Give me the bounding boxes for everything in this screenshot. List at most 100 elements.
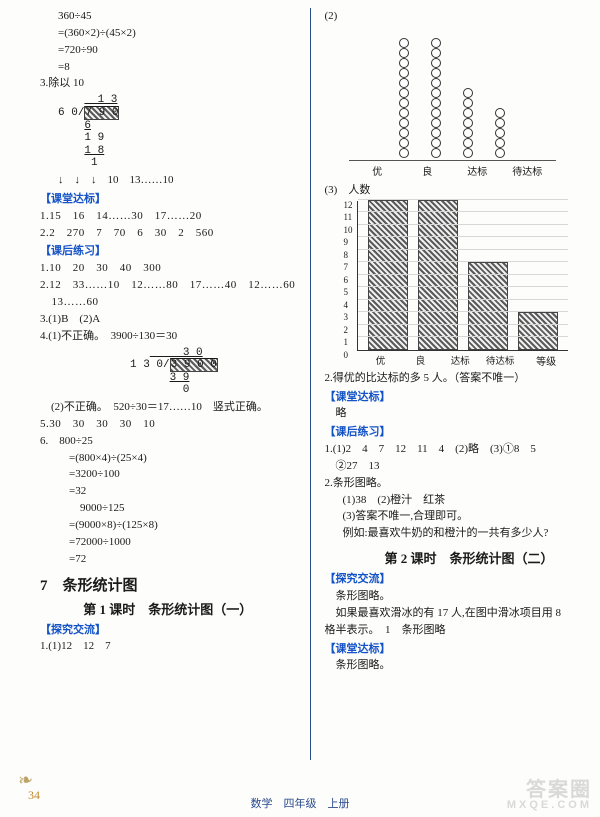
watermark-big: 答案圈: [526, 779, 592, 801]
ld1-tail: ↓ ↓ ↓ 10 13……10: [40, 173, 296, 188]
dot-column-chart: [325, 25, 581, 160]
ytick-label: 1: [344, 337, 349, 347]
gridline: [358, 211, 569, 212]
dot-icon: [399, 88, 409, 98]
answer-line: 2.条形图略。: [325, 476, 581, 491]
section-kehou: 【课后练习】: [325, 425, 581, 440]
gridline: [358, 236, 569, 237]
answer-line: ②27 13: [325, 459, 581, 474]
answer-line: 条形图略。: [325, 658, 581, 673]
answer-line: 格半表示。 1 条形图略: [325, 623, 581, 638]
section-ketang: 【课堂达标】: [325, 390, 581, 405]
gridline: [358, 274, 569, 275]
lesson-title-2: 第 2 课时 条形统计图（二）: [325, 548, 581, 567]
dot-xlabel: 良: [410, 163, 444, 178]
answer-line: 例如:最喜欢牛奶的和橙汁的一共有多少人?: [325, 526, 581, 541]
answer-line: 3.(1)B (2)A: [40, 312, 296, 327]
ytick-label: 2: [344, 325, 349, 335]
dot-icon: [399, 98, 409, 108]
dot-icon: [431, 88, 441, 98]
dot-icon: [399, 138, 409, 148]
answer-line: (3)答案不唯一,合理即可。: [325, 509, 581, 524]
dot-xlabel: 达标: [460, 163, 494, 178]
bar: [418, 200, 458, 350]
bar: [518, 312, 558, 350]
ytick-label: 6: [344, 275, 349, 285]
dot-column: [495, 108, 505, 158]
dot-icon: [431, 68, 441, 78]
chapter-title: 7 条形统计图: [40, 574, 296, 595]
bar-xlabel: 达标: [442, 353, 478, 368]
ytick-label: 10: [344, 225, 353, 235]
ytick-label: 7: [344, 262, 349, 272]
dot-icon: [399, 148, 409, 158]
dot-chart-xlabels: 优良达标待达标: [349, 160, 557, 178]
ytick-label: 9: [344, 237, 349, 247]
bar-xlabel: 优: [363, 353, 399, 368]
gridline: [358, 261, 569, 262]
dot-icon: [431, 78, 441, 88]
ytick-label: 12: [344, 200, 353, 210]
dot-icon: [399, 38, 409, 48]
dot-icon: [463, 98, 473, 108]
long-division-2: 3 0 1 3 0/3 9 0 0 3 9 0: [40, 347, 296, 398]
dot-icon: [431, 128, 441, 138]
answer-line: 略: [325, 406, 581, 421]
ytick-label: 11: [344, 212, 353, 222]
answer-line: 2.2 270 7 70 6 30 2 560: [40, 226, 296, 241]
bar-chart-wrap: 0123456789101112 优良达标待达标等级: [325, 199, 581, 370]
calc-line: 360÷45: [40, 9, 296, 24]
dot-icon: [463, 108, 473, 118]
dot-icon: [431, 48, 441, 58]
answer-line: (2)不正确。 520÷30＝17……10 竖式正确。: [40, 400, 296, 415]
problem-3-label: (3) 人数: [325, 183, 581, 198]
answer-line: (1)38 (2)橙汁 红茶: [325, 493, 581, 508]
dot-xlabel: 优: [360, 163, 394, 178]
bar-xlabel-extra: 等级: [522, 353, 564, 368]
dot-icon: [495, 138, 505, 148]
problem-3: 3.除以 10: [40, 76, 296, 91]
section-ketang: 【课堂达标】: [40, 192, 296, 207]
section-kehou: 【课后练习】: [40, 244, 296, 259]
calc-line: =32: [40, 484, 296, 499]
ytick-label: 8: [344, 250, 349, 260]
watermark: 答案圈 MXQE.COM: [507, 780, 592, 811]
gridline: [358, 199, 569, 200]
answer-line: 13……60: [40, 295, 296, 310]
answer-line: 4.(1)不正确。 3900÷130＝30: [40, 329, 296, 344]
gridline: [358, 249, 569, 250]
calc-line: =720÷90: [40, 43, 296, 58]
dot-icon: [431, 148, 441, 158]
dot-icon: [495, 148, 505, 158]
ytick-label: 5: [344, 287, 349, 297]
dot-icon: [399, 58, 409, 68]
answer-line: 条形图略。: [325, 589, 581, 604]
watermark-small: MXQE.COM: [507, 800, 592, 811]
dot-icon: [431, 58, 441, 68]
dot-icon: [463, 118, 473, 128]
dot-icon: [463, 128, 473, 138]
dot-column: [463, 88, 473, 158]
dot-icon: [399, 78, 409, 88]
gridline: [358, 311, 569, 312]
calc-line: =(9000×8)÷(125×8): [40, 518, 296, 533]
dot-column: [431, 38, 441, 158]
dot-icon: [463, 148, 473, 158]
dot-icon: [463, 88, 473, 98]
dot-icon: [463, 138, 473, 148]
dot-icon: [495, 118, 505, 128]
answer-line: 2.得优的比达标的多 5 人。（答案不唯一）: [325, 371, 581, 386]
answer-line: 2.12 33……10 12……80 17……40 12……60: [40, 278, 296, 293]
ytick-label: 0: [344, 350, 349, 360]
section-tanjiu: 【探究交流】: [325, 572, 581, 587]
dot-icon: [399, 118, 409, 128]
bar-xlabel: 良: [402, 353, 438, 368]
gridline: [358, 336, 569, 337]
answer-line: 6. 800÷25: [40, 434, 296, 449]
section-ketang-2: 【课堂达标】: [325, 642, 581, 657]
gridline: [358, 324, 569, 325]
answer-line: 1.10 20 30 40 300: [40, 261, 296, 276]
bar: [368, 200, 408, 350]
calc-line: =(800×4)÷(25×4): [40, 451, 296, 466]
bar-chart: 0123456789101112: [357, 201, 569, 351]
